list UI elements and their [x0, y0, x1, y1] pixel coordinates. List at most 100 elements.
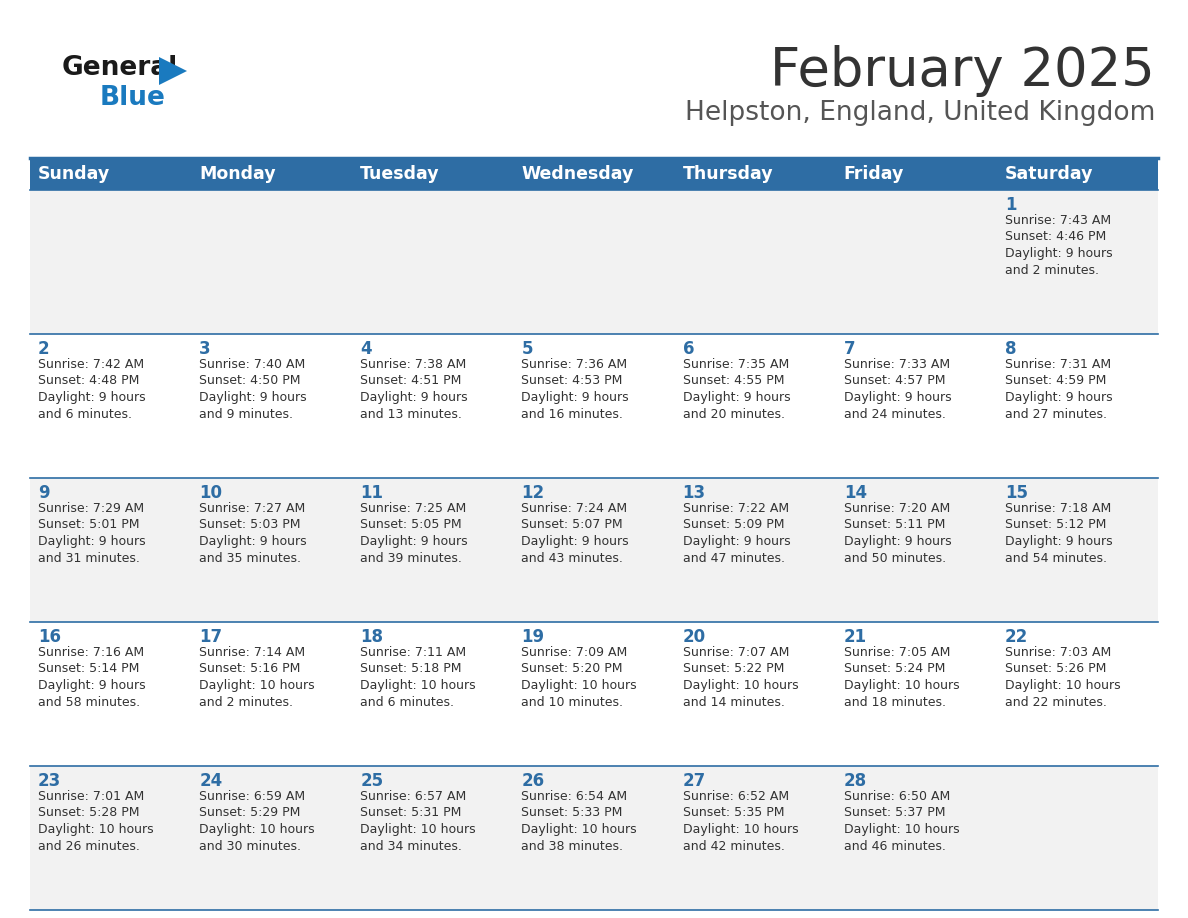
- Text: Daylight: 9 hours
and 54 minutes.: Daylight: 9 hours and 54 minutes.: [1005, 535, 1112, 565]
- Text: Blue: Blue: [100, 85, 166, 111]
- Bar: [191, 622, 353, 766]
- Text: Sunrise: 7:25 AM: Sunrise: 7:25 AM: [360, 502, 467, 515]
- Text: 19: 19: [522, 628, 544, 646]
- Text: 2: 2: [38, 340, 50, 358]
- Bar: [675, 158, 835, 190]
- Text: Sunrise: 7:43 AM: Sunrise: 7:43 AM: [1005, 214, 1111, 227]
- Bar: [513, 158, 675, 190]
- Text: Sunset: 5:22 PM: Sunset: 5:22 PM: [683, 663, 784, 676]
- Text: 3: 3: [200, 340, 210, 358]
- Bar: [513, 334, 675, 478]
- Text: Daylight: 10 hours
and 42 minutes.: Daylight: 10 hours and 42 minutes.: [683, 823, 798, 853]
- Text: Sunrise: 7:35 AM: Sunrise: 7:35 AM: [683, 358, 789, 371]
- Bar: [191, 158, 353, 190]
- Bar: [353, 766, 513, 910]
- Text: Sunrise: 7:38 AM: Sunrise: 7:38 AM: [360, 358, 467, 371]
- Text: Sunrise: 7:14 AM: Sunrise: 7:14 AM: [200, 646, 305, 659]
- Text: Sunset: 4:50 PM: Sunset: 4:50 PM: [200, 375, 301, 387]
- Text: Thursday: Thursday: [683, 165, 773, 183]
- Text: Daylight: 9 hours
and 9 minutes.: Daylight: 9 hours and 9 minutes.: [200, 391, 307, 421]
- Bar: [675, 622, 835, 766]
- Text: Daylight: 9 hours
and 2 minutes.: Daylight: 9 hours and 2 minutes.: [1005, 247, 1112, 277]
- Bar: [353, 478, 513, 622]
- Text: Daylight: 10 hours
and 2 minutes.: Daylight: 10 hours and 2 minutes.: [200, 679, 315, 709]
- Text: Sunset: 5:01 PM: Sunset: 5:01 PM: [38, 519, 139, 532]
- Text: Daylight: 10 hours
and 22 minutes.: Daylight: 10 hours and 22 minutes.: [1005, 679, 1120, 709]
- Text: 8: 8: [1005, 340, 1017, 358]
- Text: Daylight: 9 hours
and 24 minutes.: Daylight: 9 hours and 24 minutes.: [843, 391, 952, 421]
- Text: 22: 22: [1005, 628, 1028, 646]
- Bar: [513, 622, 675, 766]
- Text: 26: 26: [522, 772, 544, 790]
- Text: Sunrise: 6:52 AM: Sunrise: 6:52 AM: [683, 790, 789, 803]
- Bar: [30, 158, 191, 190]
- Text: Sunset: 4:48 PM: Sunset: 4:48 PM: [38, 375, 139, 387]
- Text: Sunrise: 7:42 AM: Sunrise: 7:42 AM: [38, 358, 144, 371]
- Text: Sunrise: 7:36 AM: Sunrise: 7:36 AM: [522, 358, 627, 371]
- Text: Daylight: 9 hours
and 47 minutes.: Daylight: 9 hours and 47 minutes.: [683, 535, 790, 565]
- Bar: [513, 190, 675, 334]
- Text: Sunrise: 7:07 AM: Sunrise: 7:07 AM: [683, 646, 789, 659]
- Bar: [835, 158, 997, 190]
- Text: Sunset: 5:09 PM: Sunset: 5:09 PM: [683, 519, 784, 532]
- Text: Sunset: 5:18 PM: Sunset: 5:18 PM: [360, 663, 462, 676]
- Text: 11: 11: [360, 484, 384, 502]
- Text: Tuesday: Tuesday: [360, 165, 440, 183]
- Text: Sunset: 5:05 PM: Sunset: 5:05 PM: [360, 519, 462, 532]
- Text: 13: 13: [683, 484, 706, 502]
- Bar: [675, 766, 835, 910]
- Text: Sunrise: 7:40 AM: Sunrise: 7:40 AM: [200, 358, 305, 371]
- Text: Sunset: 5:16 PM: Sunset: 5:16 PM: [200, 663, 301, 676]
- Text: Sunset: 5:26 PM: Sunset: 5:26 PM: [1005, 663, 1106, 676]
- Text: 28: 28: [843, 772, 867, 790]
- Text: Sunset: 5:28 PM: Sunset: 5:28 PM: [38, 807, 139, 820]
- Text: Sunrise: 7:09 AM: Sunrise: 7:09 AM: [522, 646, 627, 659]
- Bar: [353, 334, 513, 478]
- Text: Sunrise: 7:29 AM: Sunrise: 7:29 AM: [38, 502, 144, 515]
- Text: Sunset: 4:55 PM: Sunset: 4:55 PM: [683, 375, 784, 387]
- Text: Helpston, England, United Kingdom: Helpston, England, United Kingdom: [684, 100, 1155, 126]
- Text: Sunrise: 6:57 AM: Sunrise: 6:57 AM: [360, 790, 467, 803]
- Text: Daylight: 9 hours
and 35 minutes.: Daylight: 9 hours and 35 minutes.: [200, 535, 307, 565]
- Text: 27: 27: [683, 772, 706, 790]
- Text: Sunrise: 7:22 AM: Sunrise: 7:22 AM: [683, 502, 789, 515]
- Text: 17: 17: [200, 628, 222, 646]
- Text: 18: 18: [360, 628, 384, 646]
- Text: Sunset: 5:20 PM: Sunset: 5:20 PM: [522, 663, 623, 676]
- Text: Sunset: 5:11 PM: Sunset: 5:11 PM: [843, 519, 946, 532]
- Bar: [353, 190, 513, 334]
- Bar: [513, 478, 675, 622]
- Text: 20: 20: [683, 628, 706, 646]
- Text: Daylight: 9 hours
and 20 minutes.: Daylight: 9 hours and 20 minutes.: [683, 391, 790, 421]
- Text: Monday: Monday: [200, 165, 276, 183]
- Text: Daylight: 10 hours
and 10 minutes.: Daylight: 10 hours and 10 minutes.: [522, 679, 637, 709]
- Text: Sunrise: 6:59 AM: Sunrise: 6:59 AM: [200, 790, 305, 803]
- Text: 25: 25: [360, 772, 384, 790]
- Text: Daylight: 9 hours
and 39 minutes.: Daylight: 9 hours and 39 minutes.: [360, 535, 468, 565]
- Bar: [835, 190, 997, 334]
- Bar: [191, 190, 353, 334]
- Text: Daylight: 9 hours
and 31 minutes.: Daylight: 9 hours and 31 minutes.: [38, 535, 146, 565]
- Text: 16: 16: [38, 628, 61, 646]
- Text: 5: 5: [522, 340, 533, 358]
- Text: Saturday: Saturday: [1005, 165, 1093, 183]
- Text: Sunset: 5:07 PM: Sunset: 5:07 PM: [522, 519, 623, 532]
- Text: Daylight: 10 hours
and 26 minutes.: Daylight: 10 hours and 26 minutes.: [38, 823, 153, 853]
- Text: Friday: Friday: [843, 165, 904, 183]
- Text: Sunset: 5:03 PM: Sunset: 5:03 PM: [200, 519, 301, 532]
- Bar: [835, 766, 997, 910]
- Text: Sunrise: 7:27 AM: Sunrise: 7:27 AM: [200, 502, 305, 515]
- Text: Daylight: 10 hours
and 14 minutes.: Daylight: 10 hours and 14 minutes.: [683, 679, 798, 709]
- Bar: [997, 334, 1158, 478]
- Polygon shape: [159, 57, 187, 85]
- Text: Sunday: Sunday: [38, 165, 110, 183]
- Text: Sunset: 4:57 PM: Sunset: 4:57 PM: [843, 375, 946, 387]
- Text: Sunrise: 7:05 AM: Sunrise: 7:05 AM: [843, 646, 950, 659]
- Text: Daylight: 9 hours
and 6 minutes.: Daylight: 9 hours and 6 minutes.: [38, 391, 146, 421]
- Text: Sunrise: 7:16 AM: Sunrise: 7:16 AM: [38, 646, 144, 659]
- Bar: [191, 334, 353, 478]
- Bar: [30, 478, 191, 622]
- Bar: [997, 190, 1158, 334]
- Text: Daylight: 9 hours
and 27 minutes.: Daylight: 9 hours and 27 minutes.: [1005, 391, 1112, 421]
- Text: Daylight: 9 hours
and 58 minutes.: Daylight: 9 hours and 58 minutes.: [38, 679, 146, 709]
